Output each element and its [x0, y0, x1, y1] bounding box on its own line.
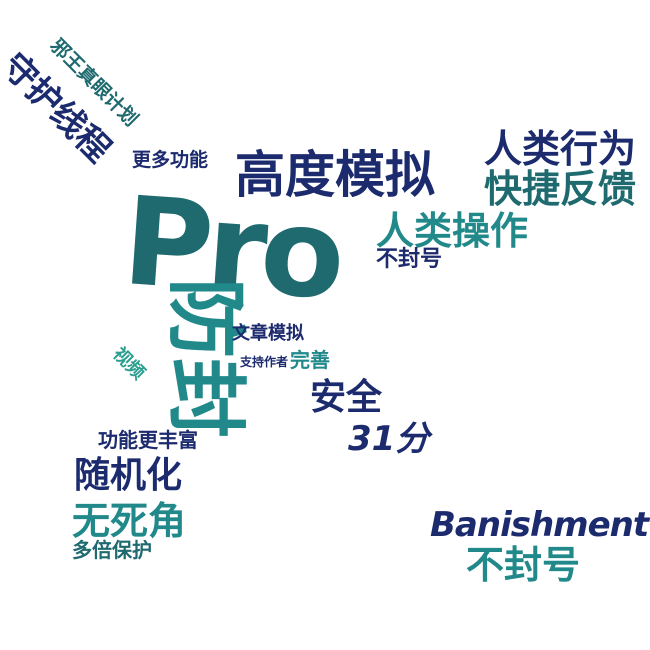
word-duobei-baohu: 多倍保护 — [72, 538, 152, 562]
word-anquan: 安全 — [310, 377, 383, 418]
word-score: 31分 — [348, 419, 430, 459]
word-renlei-caozuo: 人类操作 — [376, 209, 529, 253]
word-wanshan: 完善 — [290, 348, 330, 372]
word-shouhu-xiancheng: 守护线程 — [0, 45, 119, 171]
word-gaodu-moni: 高度模拟 — [235, 146, 435, 204]
word-banishment: Banishment — [430, 505, 649, 545]
word-renlei-xingwei: 人类行为 — [484, 127, 637, 171]
word-suijihua: 随机化 — [74, 455, 183, 496]
word-kuaijie-fankui: 快捷反馈 — [484, 167, 637, 211]
word-shipin: 视频 — [108, 343, 149, 384]
word-fangfeng: 防封 — [159, 278, 252, 438]
word-wenzhang-moni: 文章模拟 — [232, 323, 304, 344]
word-zhichi-zuozhe: 支持作者 — [240, 355, 289, 369]
word-gengduo-gongneng: 更多功能 — [132, 149, 209, 171]
word-bufenghao-bottom: 不封号 — [466, 543, 581, 587]
word-bufenghao: 不封号 — [376, 247, 443, 272]
word-wusijiao: 无死角 — [72, 499, 187, 543]
word-gongneng-fengfu: 功能更丰富 — [98, 428, 198, 452]
